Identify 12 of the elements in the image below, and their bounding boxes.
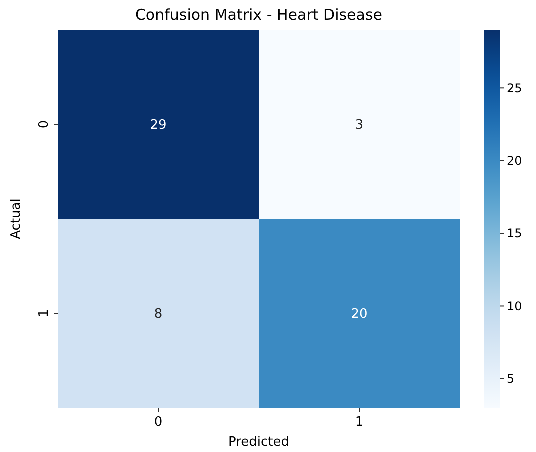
color-bar-label: 20 [507, 154, 522, 168]
x-axis-title: Predicted [228, 435, 290, 450]
color-bar-label: 10 [507, 299, 522, 314]
data-label: 29 [150, 118, 167, 134]
data-label: 3 [355, 118, 364, 134]
y-axis-title: Actual [9, 198, 24, 240]
data-label: 20 [351, 307, 368, 322]
data-label: 8 [154, 307, 163, 322]
color-bar-label: 25 [507, 81, 522, 96]
chart-title: Confusion Matrix - Heart Disease [135, 6, 383, 24]
color-bar-label: 15 [507, 226, 522, 241]
color-bar-label: 5 [507, 372, 515, 386]
